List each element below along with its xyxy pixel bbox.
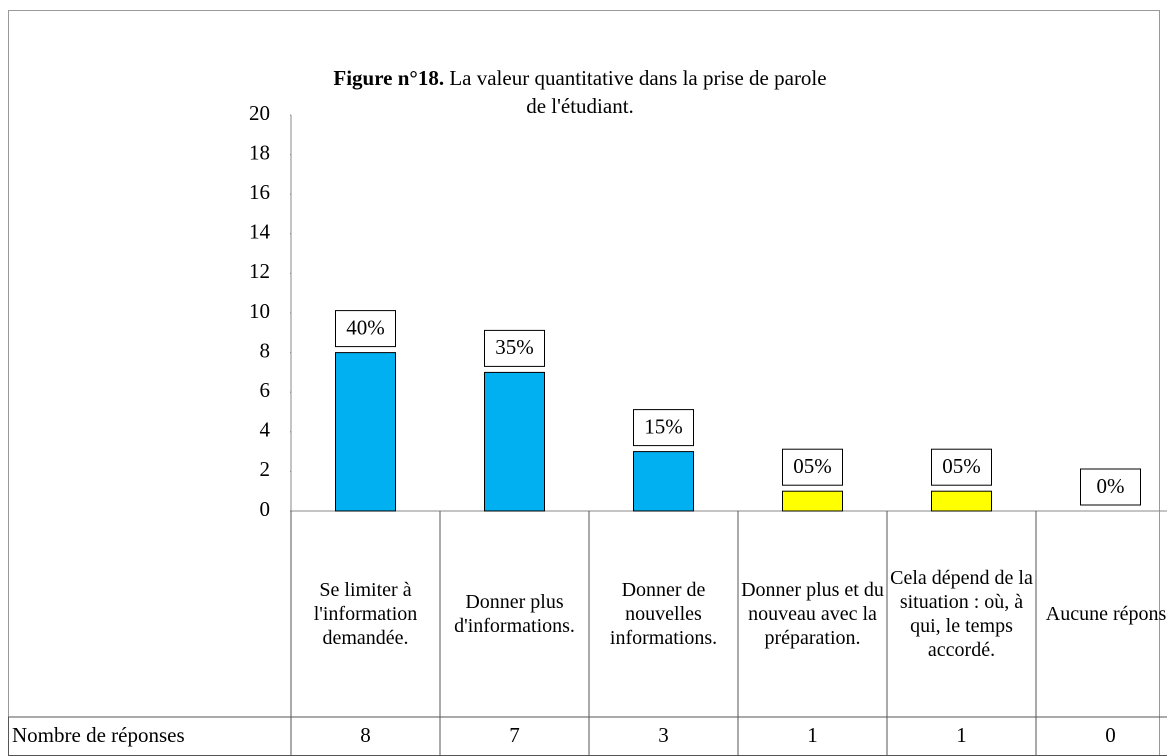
x-tick-label: Donner plus et du nouveau avec la prépar… (741, 579, 884, 649)
table-value: 7 (509, 723, 520, 747)
title-line: La valeur quantitative dans la prise de … (444, 66, 827, 90)
data-label: 0% (1097, 474, 1125, 498)
bar (335, 352, 396, 512)
table-value: 8 (360, 723, 371, 747)
table-value: 0 (1105, 723, 1116, 747)
y-tick-label: 6 (260, 378, 271, 402)
x-tick-label: Donner de nouvelles informations. (609, 579, 718, 649)
label-box (782, 448, 843, 486)
y-tick-label: 8 (260, 338, 271, 362)
bar (633, 451, 694, 512)
bar (782, 490, 843, 512)
y-tick-label: 18 (249, 140, 270, 164)
label-box (633, 409, 694, 447)
label-box (484, 329, 545, 367)
y-tick-label: 12 (249, 259, 270, 283)
x-tick-label: Donner plus d'informations. (454, 591, 575, 637)
table-value: 1 (807, 723, 818, 747)
y-tick-label: 10 (249, 299, 270, 323)
x-tick-label: Se limiter à l'information demandée. (313, 579, 418, 649)
x-tick-label: Cela dépend de la situation : où, à qui,… (890, 567, 1033, 661)
row-label: Nombre de réponses (12, 723, 185, 747)
chart-title: Figure n°18. La valeur quantitative dans… (333, 66, 826, 118)
y-tick-label: 4 (260, 418, 271, 442)
title-line: de l'étudiant. (526, 94, 634, 118)
x-tick-label: Aucune réponse (1045, 603, 1167, 625)
data-label: 40% (346, 315, 385, 339)
label-box (1080, 468, 1141, 506)
y-tick-label: 14 (249, 220, 271, 244)
data-label: 15% (644, 414, 683, 438)
bar (484, 371, 545, 512)
table-value: 3 (658, 723, 669, 747)
y-tick-label: 0 (260, 497, 271, 521)
label-box (335, 310, 396, 348)
data-label: 35% (495, 335, 534, 359)
title-label: Figure n°18. (333, 66, 444, 90)
y-tick-label: 2 (260, 457, 271, 481)
data-label: 05% (942, 454, 981, 478)
bar (931, 490, 992, 512)
y-tick-label: 16 (249, 180, 270, 204)
table-value: 1 (956, 723, 967, 747)
y-tick-label: 20 (249, 101, 270, 125)
label-box (931, 448, 992, 486)
data-label: 05% (793, 454, 832, 478)
